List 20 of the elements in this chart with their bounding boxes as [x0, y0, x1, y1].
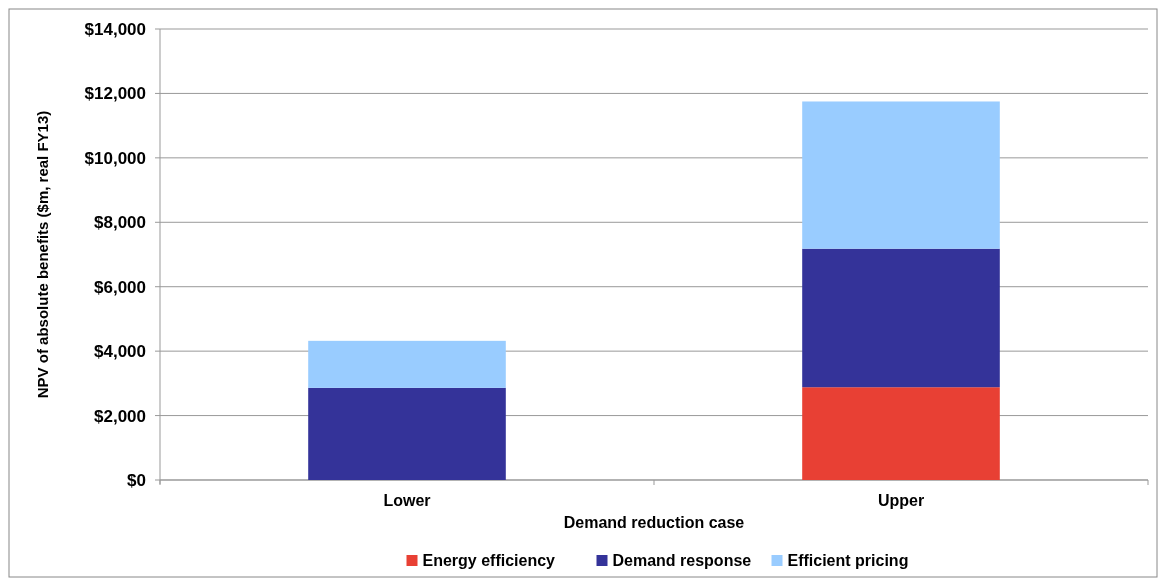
bar: [802, 387, 1000, 480]
y-tick-label: $4,000: [94, 342, 146, 362]
y-tick-label: $6,000: [94, 277, 146, 297]
y-tick-label: $12,000: [84, 84, 146, 104]
legend-label: Energy efficiency: [422, 552, 556, 569]
x-tick-label: Upper: [877, 492, 925, 509]
bar: [308, 340, 506, 388]
bar: [308, 387, 506, 480]
y-tick-label: $10,000: [84, 148, 146, 168]
legend-label: Demand response: [612, 552, 752, 569]
bar: [802, 248, 1000, 388]
legend-label: Efficient pricing: [787, 552, 909, 569]
bar: [802, 101, 1000, 249]
y-tick-label: $2,000: [94, 406, 146, 426]
x-tick-label: Lower: [383, 492, 431, 509]
y-axis-title: NPV of absolute benefits ($m, real FY13): [34, 110, 51, 399]
y-tick-label: $8,000: [94, 213, 146, 233]
x-axis-title: Demand reduction case: [563, 514, 745, 531]
y-tick-label: $0: [127, 470, 146, 490]
y-tick-label: $14,000: [84, 19, 146, 39]
